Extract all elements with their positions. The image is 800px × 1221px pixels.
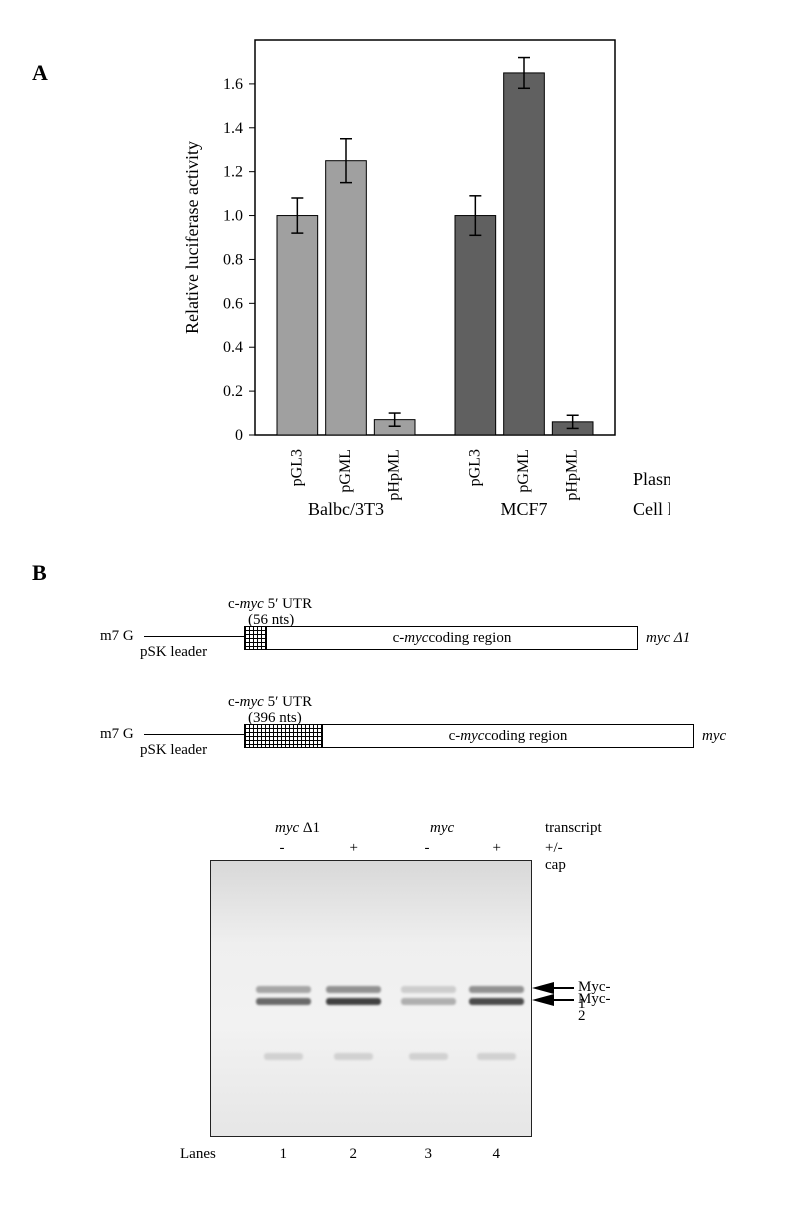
panel-a-label: A: [32, 60, 48, 86]
arrow-icon: [532, 994, 554, 1006]
ytick-label: 0.8: [223, 251, 243, 268]
bar: [504, 73, 545, 435]
xtick-label: pHpML: [386, 449, 403, 501]
utr-box: [244, 626, 268, 650]
utr-box: [244, 724, 324, 748]
lanes-header: Lanes: [180, 1146, 216, 1163]
psk-leader-line: [144, 636, 244, 637]
ytick-label: 1.4: [223, 120, 243, 137]
psk-label: pSK leader: [140, 742, 207, 759]
gel-band: [326, 986, 381, 993]
ytick-label: 0.6: [223, 295, 243, 312]
arrow-stem: [554, 999, 574, 1001]
gel-band: [477, 1053, 516, 1060]
cap-header: +/- cap: [545, 840, 566, 874]
panel-b-label: B: [32, 560, 47, 586]
utr-header: c-myc 5′ UTR: [228, 596, 312, 613]
arrow-stem: [554, 987, 574, 989]
construct-diagrams: c-myc 5′ UTR(56 nts)m7 GpSK leaderc-myc …: [100, 600, 740, 776]
xtick-label: pHpML: [564, 449, 581, 501]
construct-name: myc Δ1: [646, 630, 690, 647]
arrow-icon: [532, 982, 554, 994]
construct-row: c-myc 5′ UTR(396 nts)m7 GpSK leaderc-myc…: [100, 698, 740, 768]
psk-label: pSK leader: [140, 644, 207, 661]
bar: [277, 216, 318, 435]
transcript-label: myc Δ1: [275, 820, 320, 837]
gel-image: [210, 860, 532, 1137]
transcript-header: transcript: [545, 820, 602, 837]
coding-box: c-myc coding region: [322, 724, 694, 748]
lane-number: 1: [280, 1146, 288, 1163]
panel-a-chart: 0 0.2 0.4 0.6 0.8 1.0 1.2 1.4 1.6 Relative lucife…: [170, 20, 670, 520]
cap-label: -: [425, 840, 430, 857]
cap-label: -: [280, 840, 285, 857]
psk-leader-line: [144, 734, 244, 735]
gel-band: [469, 998, 524, 1005]
gel-band: [256, 998, 311, 1005]
gel-panel: myc Δ1myctranscript-+-++/- capMyc-1Myc-2…: [210, 820, 560, 1140]
xtick-label: pGML: [515, 449, 532, 493]
transcript-label: myc: [430, 820, 454, 837]
xtick-label: pGL3: [466, 449, 483, 486]
gel-band: [264, 1053, 303, 1060]
ytick-label: 1.2: [223, 164, 243, 181]
construct-name: myc: [702, 728, 726, 745]
bar: [326, 161, 367, 435]
gel-band: [256, 986, 311, 993]
xtick-label: pGML: [337, 449, 354, 493]
axis-annot-plasmid: Plasmid: [633, 469, 670, 489]
gel-band: [401, 998, 456, 1005]
myc2-label: Myc-2: [578, 991, 611, 1025]
gel-band: [326, 998, 381, 1005]
construct-row: c-myc 5′ UTR(56 nts)m7 GpSK leaderc-myc …: [100, 600, 740, 670]
ytick-label: 0.2: [223, 383, 243, 400]
ytick-label: 0.4: [223, 339, 243, 356]
coding-box: c-myc coding region: [266, 626, 638, 650]
ytick-label: 1.0: [223, 208, 243, 225]
axis-annot-cellline: Cell line: [633, 499, 670, 519]
gel-band: [401, 986, 456, 993]
lane-number: 3: [425, 1146, 433, 1163]
y-axis-label: Relative luciferase activity: [182, 141, 202, 334]
group-label: MCF7: [500, 499, 547, 519]
gel-band: [469, 986, 524, 993]
bar: [455, 216, 496, 435]
cap-label: +: [350, 840, 358, 857]
ytick-label: 0: [235, 427, 243, 444]
xtick-label: pGL3: [288, 449, 305, 486]
gel-band: [334, 1053, 373, 1060]
lane-number: 4: [493, 1146, 501, 1163]
utr-header: c-myc 5′ UTR: [228, 694, 312, 711]
group-label: Balbc/3T3: [308, 499, 384, 519]
lane-number: 2: [350, 1146, 358, 1163]
gel-band: [409, 1053, 448, 1060]
m7g-label: m7 G: [100, 726, 134, 743]
cap-label: +: [493, 840, 501, 857]
ytick-label: 1.6: [223, 76, 243, 93]
m7g-label: m7 G: [100, 628, 134, 645]
